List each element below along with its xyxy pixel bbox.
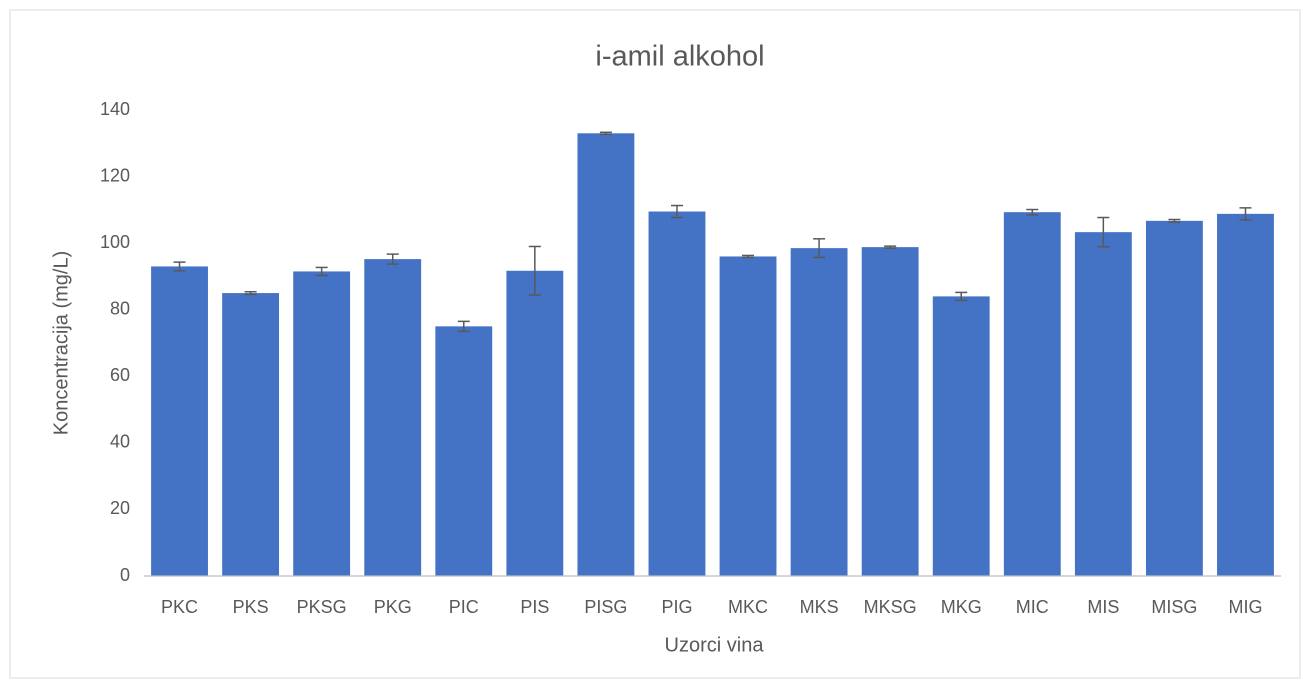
bar: [1145, 220, 1203, 576]
x-tick-label: MKSG: [864, 597, 917, 617]
bar: [719, 256, 777, 576]
bar: [1217, 213, 1274, 576]
y-axis-title: Koncentracija (mg/L): [50, 251, 72, 436]
x-tick-label: MIG: [1228, 597, 1262, 617]
y-tick-label: 0: [120, 565, 130, 585]
bar: [1074, 232, 1132, 576]
bar: [364, 259, 422, 576]
x-tick-label: MIC: [1016, 597, 1049, 617]
x-tick-label: MKS: [800, 597, 839, 617]
x-axis-title: Uzorci vina: [665, 634, 765, 656]
x-tick-label: PIC: [449, 597, 479, 617]
x-tick-label: MKG: [941, 597, 982, 617]
x-tick-label: MIS: [1087, 597, 1119, 617]
x-tick-label: PKSG: [297, 597, 347, 617]
x-tick-label: MISG: [1151, 597, 1197, 617]
x-tick-label: PIG: [661, 597, 692, 617]
bar: [648, 211, 706, 576]
bar: [790, 248, 848, 576]
bar: [293, 271, 351, 576]
y-tick-label: 80: [110, 298, 130, 318]
chart-title: i-amil alkohol: [595, 41, 764, 73]
y-tick-label: 120: [100, 165, 130, 185]
y-tick-label: 20: [110, 498, 130, 518]
x-tick-label: PKC: [161, 597, 198, 617]
y-tick-label: 40: [110, 432, 130, 452]
bar: [1003, 212, 1061, 577]
bar: [222, 293, 280, 576]
bar: [506, 270, 564, 576]
x-tick-label: PIS: [520, 597, 549, 617]
bar: [577, 133, 635, 577]
bar: [151, 266, 208, 576]
bar: [861, 247, 919, 576]
bar: [435, 326, 493, 576]
x-tick-label: PKG: [374, 597, 412, 617]
x-tick-label: PKS: [233, 597, 269, 617]
y-tick-label: 60: [110, 365, 130, 385]
y-tick-label: 100: [100, 232, 130, 252]
bar: [932, 296, 990, 576]
x-tick-label: MKC: [728, 597, 768, 617]
y-tick-label: 140: [100, 99, 130, 119]
x-tick-label: PISG: [584, 597, 627, 617]
